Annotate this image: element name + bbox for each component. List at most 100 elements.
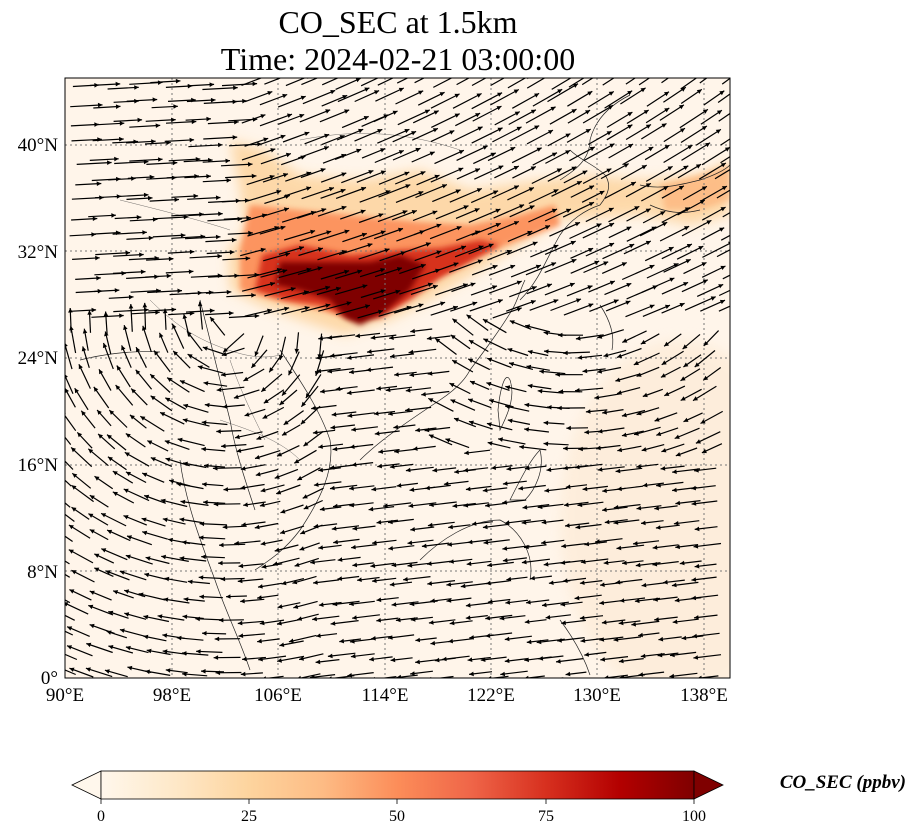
wind-arrow-head [510, 264, 516, 270]
wind-arrow-shaft [456, 78, 471, 86]
wind-arrow-shaft [112, 231, 147, 235]
wind-arrow-shaft [394, 303, 424, 314]
wind-arrow-head [378, 309, 383, 315]
wind-arrow-head [509, 362, 514, 367]
wind-arrow-head [358, 128, 364, 134]
wind-arrow-head [599, 191, 605, 196]
wind-arrow-head [602, 410, 607, 415]
wind-arrow-head [513, 221, 519, 226]
wind-arrow-shaft [532, 152, 558, 166]
wind-arrow-head [680, 87, 686, 92]
wind-arrow-head [477, 126, 483, 131]
wind-arrow-head [415, 147, 421, 153]
wind-arrow-head [668, 247, 674, 252]
wind-arrow-head [119, 628, 125, 633]
wind-arrow-shaft [429, 501, 457, 506]
wind-arrow-shaft [302, 286, 331, 295]
wind-arrow-shaft [220, 163, 253, 167]
wind-arrow-shaft [696, 283, 724, 297]
wind-arrow-head [654, 417, 660, 422]
wind-arrow-shaft [698, 162, 727, 180]
wind-arrow-head [432, 128, 438, 133]
wind-arrow-head [497, 127, 503, 132]
wind-arrow-head [94, 553, 100, 558]
wind-arrow-head [374, 431, 380, 436]
wind-arrow-head [371, 486, 377, 492]
wind-arrow-shaft [233, 389, 260, 399]
wind-arrow-head [162, 633, 168, 638]
wind-arrow-head [548, 580, 554, 585]
wind-arrow-shaft [130, 303, 133, 332]
wind-arrow-head [277, 621, 282, 626]
wind-arrow-head [148, 235, 154, 241]
wind-arrow-shaft [335, 284, 368, 295]
wind-arrow-head [81, 346, 87, 352]
wind-arrow-shaft [160, 499, 188, 508]
wind-arrow-head [173, 350, 178, 356]
wind-arrow-head [395, 289, 401, 295]
wind-arrow-head [701, 71, 706, 76]
wind-arrow-head [532, 241, 538, 246]
wind-arrow-head [563, 350, 568, 356]
wind-arrow-head [218, 560, 223, 566]
wind-arrow-head [436, 223, 442, 228]
wind-arrow-head [191, 119, 197, 125]
wind-arrow-head [68, 525, 74, 530]
wind-arrow-head [506, 576, 512, 582]
wind-arrow-shaft [280, 290, 309, 300]
colorbar-tick-label: 0 [97, 808, 105, 825]
wind-arrow-head [389, 582, 395, 587]
wind-arrow-shaft [581, 78, 594, 86]
wind-arrow-head [408, 349, 414, 355]
x-tick-label: 106°E [254, 685, 302, 706]
wind-arrow-shaft [399, 264, 426, 275]
colorbar-label: CO_SEC (ppbv) [780, 772, 906, 793]
wind-arrow-shaft [259, 113, 293, 127]
wind-arrow-head [643, 110, 649, 115]
wind-arrow-head [277, 679, 282, 684]
wind-arrow-shaft [129, 218, 158, 222]
wind-arrow-head [694, 615, 699, 620]
wind-arrow-head [697, 675, 702, 678]
wind-arrow-shaft [507, 78, 527, 89]
wind-arrow-shaft [236, 445, 264, 453]
wind-arrow-head [673, 521, 679, 526]
wind-arrow-head [119, 136, 124, 142]
wind-arrow-head [315, 659, 321, 665]
wind-arrow-head [509, 320, 515, 325]
wind-arrow-head [237, 620, 243, 626]
wind-arrow-shaft [334, 148, 362, 161]
wind-arrow-shaft [642, 304, 671, 317]
wind-arrow-shaft [150, 80, 181, 84]
wind-arrow-shaft [432, 189, 461, 203]
wind-arrow-shaft [606, 111, 633, 128]
wind-arrow-shaft [505, 300, 536, 312]
wind-arrow-head [502, 500, 507, 505]
wind-arrow-shaft [65, 436, 72, 445]
wind-arrow-head [737, 149, 742, 153]
wind-arrow-shaft [207, 121, 239, 125]
wind-arrow-shaft [640, 122, 667, 140]
wind-arrow-head [507, 418, 513, 424]
wind-arrow-shaft [247, 268, 282, 279]
wind-arrow-head [248, 230, 253, 236]
wind-arrow-head [71, 570, 77, 575]
wind-arrow-shaft [321, 78, 340, 86]
wind-arrow-head [487, 562, 493, 568]
wind-arrow-head [136, 215, 142, 220]
wind-arrow-head [420, 171, 426, 176]
wind-arrow-shaft [223, 217, 251, 220]
wind-arrow-head [408, 503, 414, 508]
wind-arrow-head [282, 269, 288, 274]
wind-arrow-head [692, 633, 697, 639]
wind-arrow-head [627, 112, 633, 117]
wind-arrow-shaft [71, 484, 94, 503]
wind-arrow-head [656, 431, 662, 436]
wind-arrow-head [377, 463, 382, 469]
wind-arrow-head [316, 633, 321, 638]
wind-arrow-head [251, 363, 257, 368]
wind-arrow-shaft [471, 127, 503, 144]
wind-arrow-head [638, 632, 643, 638]
wind-arrow-head [631, 622, 636, 627]
wind-arrow-shaft [601, 262, 627, 274]
